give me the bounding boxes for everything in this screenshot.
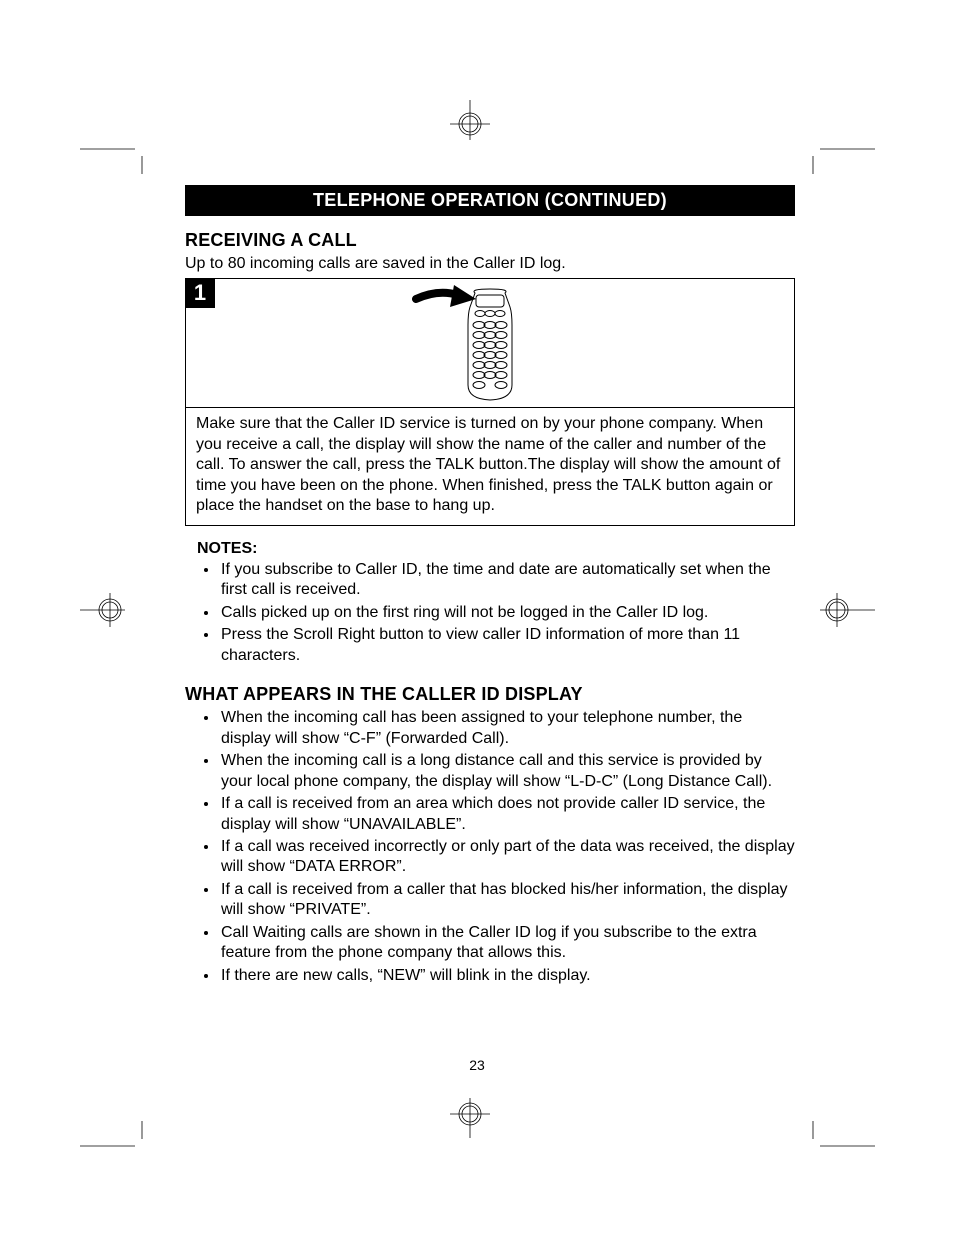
notes-list: If you subscribe to Caller ID, the time …	[197, 560, 795, 666]
arrow-icon	[416, 285, 476, 307]
side-crop-left	[80, 585, 140, 635]
list-item: When the incoming call is a long distanc…	[219, 751, 795, 792]
page: TELEPHONE OPERATION (CONTINUED) RECEIVIN…	[0, 0, 954, 1235]
intro-text: Up to 80 incoming calls are saved in the…	[185, 254, 795, 274]
corner-crop-right-top	[795, 124, 875, 174]
section-banner: TELEPHONE OPERATION (CONTINUED)	[185, 185, 795, 216]
list-item: If there are new calls, “NEW” will blink…	[219, 966, 795, 986]
list-item: Call Waiting calls are shown in the Call…	[219, 923, 795, 964]
center-crop-mark-top	[430, 100, 510, 140]
list-item: When the incoming call has been assigned…	[219, 708, 795, 749]
step-number-badge: 1	[185, 278, 215, 308]
list-item: Calls picked up on the first ring will n…	[219, 603, 795, 623]
list-item: If you subscribe to Caller ID, the time …	[219, 560, 795, 601]
corner-crop-right-bottom	[795, 1121, 875, 1171]
center-crop-mark-bottom	[430, 1098, 510, 1138]
list-item: If a call is received from a caller that…	[219, 880, 795, 921]
caller-id-list: When the incoming call has been assigned…	[197, 708, 795, 986]
side-crop-right	[795, 585, 875, 635]
step-description: Make sure that the Caller ID service is …	[185, 408, 795, 525]
corner-crop-left-bottom	[80, 1121, 160, 1171]
content-column: TELEPHONE OPERATION (CONTINUED) RECEIVIN…	[185, 185, 795, 988]
corner-crop-left-top	[80, 124, 160, 174]
heading-receiving-a-call: RECEIVING A CALL	[185, 230, 795, 251]
figure-box: 1	[185, 278, 795, 408]
list-item: If a call was received incorrectly or on…	[219, 837, 795, 878]
phone-handset-illustration	[410, 285, 570, 408]
notes-heading: NOTES:	[197, 540, 795, 558]
page-number: 23	[0, 1057, 954, 1073]
list-item: Press the Scroll Right button to view ca…	[219, 625, 795, 666]
heading-caller-id-display: WHAT APPEARS IN THE CALLER ID DISPLAY	[185, 684, 795, 705]
list-item: If a call is received from an area which…	[219, 794, 795, 835]
